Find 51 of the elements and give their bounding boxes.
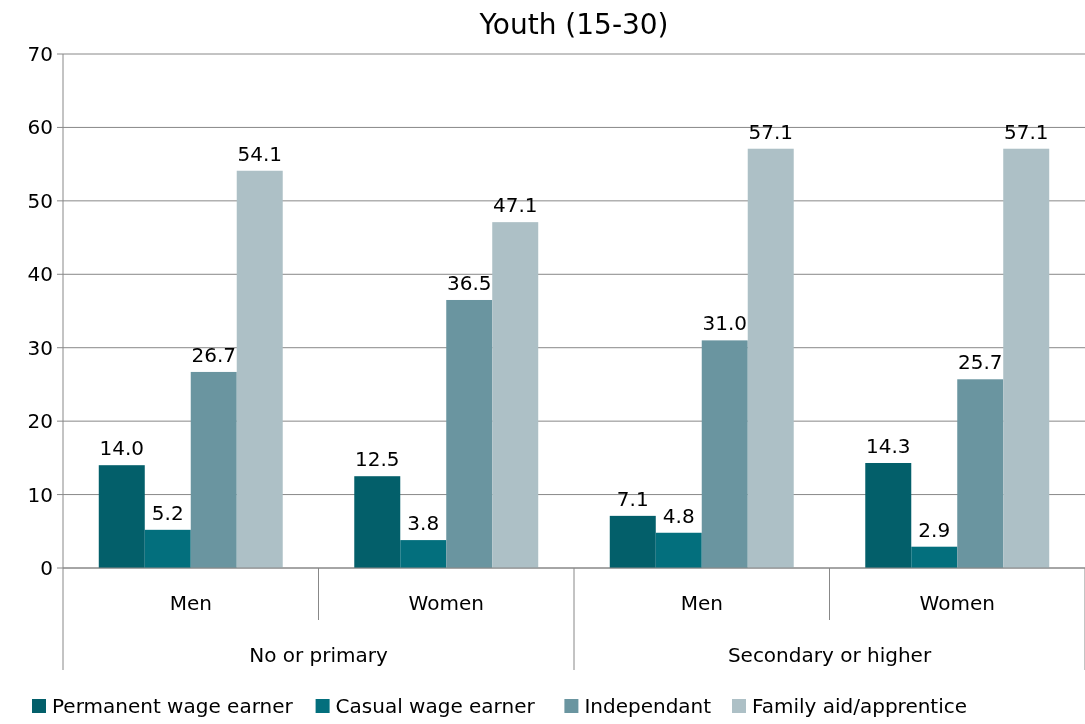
bar <box>190 371 237 568</box>
bar <box>701 340 748 568</box>
data-label: 36.5 <box>446 270 492 295</box>
data-label: 14.3 <box>866 434 911 458</box>
x-tick-label: Women <box>919 591 995 615</box>
data-label: 4.8 <box>662 503 695 528</box>
data-label: 7.1 <box>616 486 649 511</box>
data-label: 14.0 <box>99 436 145 461</box>
y-tick-label: 60 <box>27 115 53 140</box>
y-tick-label: 0 <box>40 556 53 580</box>
data-label: 12.5 <box>355 447 400 472</box>
y-tick-label: 20 <box>27 409 53 434</box>
data-label: 25.7 <box>957 350 1003 375</box>
legend-label: Casual wage earner <box>335 694 536 718</box>
bar <box>144 529 191 568</box>
y-tick-label: 40 <box>27 262 53 287</box>
data-label: 54.1 <box>237 141 282 166</box>
bar <box>1003 148 1050 568</box>
bar <box>957 379 1004 568</box>
bar <box>236 170 283 568</box>
bar <box>865 463 912 568</box>
data-label: 2.9 <box>918 517 951 542</box>
bar <box>400 540 447 568</box>
bar <box>609 515 656 568</box>
data-label: 57.1 <box>1003 119 1049 144</box>
y-tick-label: 70 <box>27 42 53 66</box>
text: No or primary <box>249 643 388 667</box>
data-label: 3.8 <box>407 511 440 536</box>
legend-label: Permanent wage earner <box>52 694 294 718</box>
data-label: 26.7 <box>191 342 237 367</box>
legend-label: Family aid/apprentice <box>752 694 968 718</box>
data-label: 5.2 <box>151 500 184 525</box>
bar <box>747 148 794 568</box>
data-label: 31.0 <box>702 311 748 336</box>
y-tick-label: 10 <box>27 482 53 507</box>
data-label: 57.1 <box>748 119 793 144</box>
x-tick-label: Men <box>169 591 212 615</box>
y-tick-label: 30 <box>27 335 53 360</box>
data-label: 47.1 <box>492 193 538 218</box>
y-tick-label: 50 <box>27 188 53 213</box>
bar <box>492 222 539 568</box>
bar <box>354 476 401 568</box>
legend-label: Independant <box>584 694 712 718</box>
bar <box>98 465 145 568</box>
x-tick-label: Men <box>680 591 723 615</box>
chart-title: Youth (15-30) <box>478 8 669 41</box>
x-tick-label: Women <box>408 591 484 615</box>
bar <box>911 546 958 568</box>
text: Secondary or higher <box>727 643 932 667</box>
bar <box>446 299 493 568</box>
bar <box>655 532 702 568</box>
